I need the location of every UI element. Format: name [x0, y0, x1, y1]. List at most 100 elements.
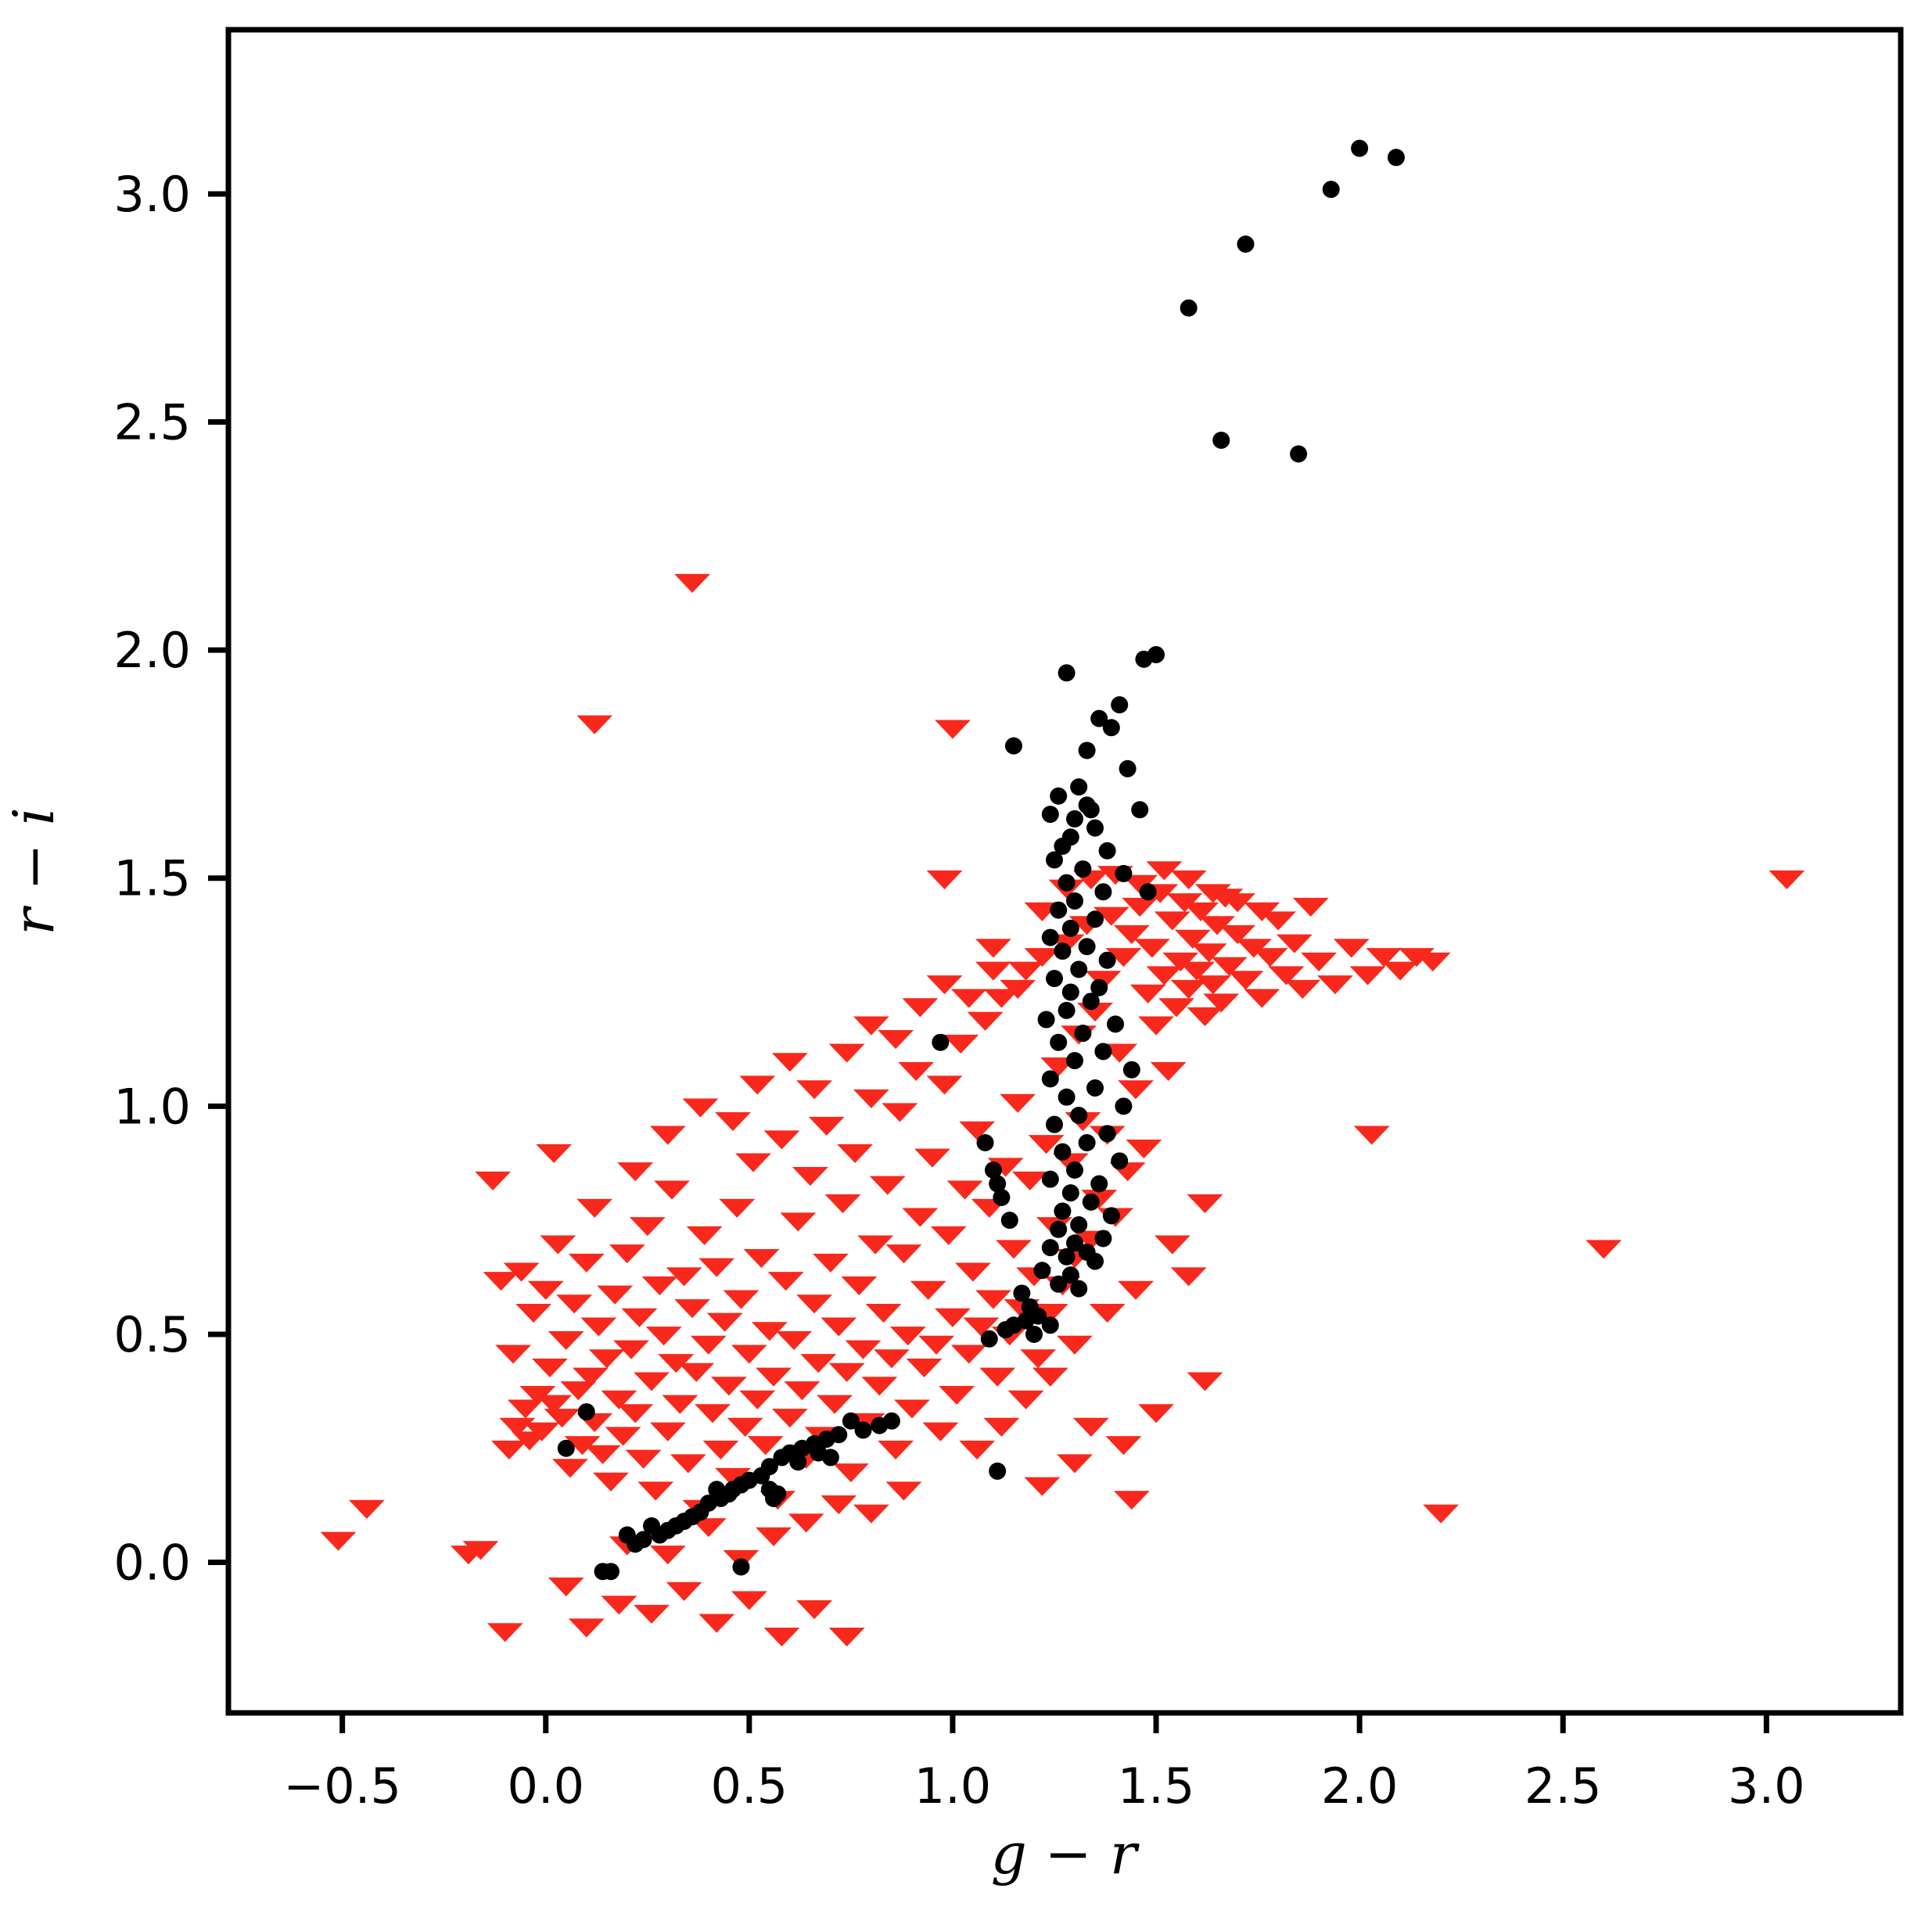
red-triangles-point: [979, 1367, 1016, 1387]
red-triangles-point: [666, 1581, 702, 1601]
series-red-triangles: [320, 573, 1805, 1647]
black-circles-point: [1122, 1061, 1140, 1079]
black-circles-point: [1107, 1015, 1125, 1033]
red-triangles-point: [1146, 861, 1183, 881]
y-tick-label-2: 1.0: [113, 1078, 191, 1135]
red-triangles-point: [763, 1628, 800, 1647]
axes-frame: [225, 27, 1904, 1716]
red-triangles-point: [1301, 952, 1338, 972]
red-triangles-point: [320, 1531, 357, 1551]
red-triangles-point: [613, 1340, 649, 1359]
black-circles-point: [1115, 1097, 1133, 1115]
red-triangles-point: [1000, 1093, 1036, 1113]
red-triangles-point: [601, 1596, 637, 1615]
black-circles-point: [1351, 139, 1369, 157]
red-triangles-point: [828, 1628, 865, 1647]
black-circles-point: [1061, 983, 1079, 1001]
red-triangles-point: [702, 1440, 739, 1460]
black-circles-point: [871, 1416, 889, 1434]
red-triangles-point: [1105, 948, 1142, 968]
red-triangles-point: [658, 1354, 695, 1373]
red-triangles-point: [1146, 966, 1183, 986]
red-triangles-point: [832, 1463, 869, 1483]
red-triangles-point: [641, 1276, 678, 1296]
red-triangles-point: [532, 1358, 568, 1378]
red-triangles-point: [617, 1162, 654, 1182]
black-circles-point: [1000, 1212, 1018, 1230]
y-tick-label-4: 2.0: [113, 622, 191, 679]
red-triangles-point: [1118, 1280, 1154, 1300]
red-triangles-point: [1011, 1171, 1048, 1190]
red-triangles-point: [1260, 911, 1297, 931]
red-triangles-point: [1000, 979, 1036, 999]
red-triangles-point: [926, 870, 963, 890]
red-triangles-point: [853, 1504, 889, 1524]
red-triangles-point: [1187, 1007, 1223, 1026]
red-triangles-point: [889, 1327, 926, 1346]
red-triangles-point: [1007, 961, 1044, 981]
red-triangles-point: [523, 1422, 560, 1441]
black-circles-point: [1061, 1266, 1079, 1284]
red-triangles-point: [824, 1194, 861, 1214]
red-triangles-point: [573, 1367, 609, 1387]
red-triangles-point: [1020, 1349, 1057, 1369]
black-circles-point: [1045, 970, 1063, 988]
black-circles-point: [1290, 445, 1308, 463]
black-circles-point: [1098, 842, 1116, 860]
red-triangles-point: [788, 1513, 824, 1533]
black-circles-point: [577, 1403, 595, 1421]
red-triangles-point: [649, 1126, 686, 1145]
black-circles-point: [773, 1449, 791, 1467]
red-triangles-point: [1170, 870, 1207, 890]
red-triangles-point: [1353, 1126, 1390, 1145]
x-tick-label-2: 0.5: [711, 1757, 788, 1815]
black-circles-point: [989, 1462, 1007, 1480]
black-circles-point: [1041, 1316, 1059, 1334]
red-triangles-point: [1154, 911, 1190, 931]
y-tick-label-3: 1.5: [113, 850, 191, 907]
black-circles-point: [1050, 1220, 1068, 1238]
red-triangles-point: [1113, 1491, 1150, 1510]
x-tick-label-0: −0.5: [283, 1757, 401, 1815]
black-circles-point: [1070, 778, 1088, 796]
red-triangles-point: [568, 1618, 605, 1638]
black-circles-point: [765, 1489, 783, 1507]
black-circles-point: [1135, 650, 1153, 668]
black-circles-point: [1074, 860, 1092, 878]
red-triangles-point: [674, 1299, 710, 1319]
black-circles-point: [1098, 1125, 1116, 1143]
red-triangles-point: [756, 1367, 792, 1387]
red-triangles-point: [580, 1317, 617, 1337]
red-triangles-point: [821, 1495, 857, 1515]
red-triangles-point: [645, 1327, 682, 1346]
red-triangles-point: [955, 1262, 991, 1282]
x-axis-ticks: [339, 1713, 1769, 1733]
red-triangles-point: [853, 1089, 889, 1108]
red-triangles-point: [475, 1171, 512, 1190]
black-circles-point: [1131, 801, 1149, 819]
black-circles-point: [1066, 1161, 1084, 1179]
red-triangles-point: [710, 1377, 747, 1396]
black-circles-point: [1050, 1033, 1068, 1051]
y-tick-label-1: 0.5: [113, 1306, 191, 1363]
red-triangles-point: [1007, 1390, 1044, 1409]
red-triangles-point: [1072, 1417, 1109, 1437]
red-triangles-point: [695, 1404, 731, 1424]
red-triangles-point: [1414, 952, 1451, 972]
black-circles-point: [1061, 919, 1079, 937]
red-triangles-point: [487, 1623, 523, 1643]
black-circles-point: [1041, 1170, 1059, 1188]
black-circles-point: [993, 1188, 1011, 1206]
red-triangles-point: [1032, 1367, 1068, 1387]
red-triangles-point: [1179, 961, 1216, 981]
red-triangles-point: [821, 1317, 857, 1337]
black-circles-point: [1066, 1234, 1084, 1252]
red-triangles-point: [682, 1098, 719, 1118]
red-triangles-point: [548, 1577, 584, 1596]
red-triangles-point: [1158, 998, 1195, 1018]
red-triangles-point: [568, 1253, 605, 1273]
red-triangles-point: [812, 1253, 849, 1273]
x-axis-tick-labels: −0.5 0.0 0.5 1.0 1.5 2.0 2.5 3.0: [283, 1757, 1805, 1815]
black-circles-point: [1058, 664, 1076, 682]
